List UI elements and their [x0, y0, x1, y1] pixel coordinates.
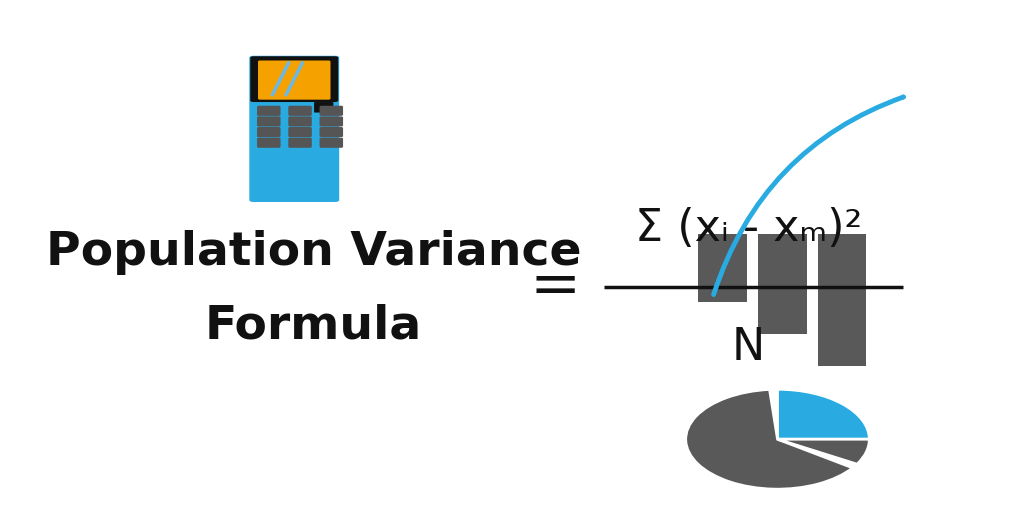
Text: Formula: Formula: [205, 304, 422, 349]
FancyBboxPatch shape: [289, 127, 312, 137]
Wedge shape: [686, 389, 853, 489]
FancyBboxPatch shape: [249, 56, 339, 202]
FancyBboxPatch shape: [289, 138, 312, 148]
Text: N: N: [732, 326, 765, 369]
FancyArrowPatch shape: [714, 97, 903, 295]
Bar: [758, 234, 807, 334]
FancyBboxPatch shape: [319, 106, 343, 116]
FancyBboxPatch shape: [257, 106, 281, 116]
FancyBboxPatch shape: [258, 60, 331, 100]
Wedge shape: [777, 389, 869, 439]
Text: Σ (xᵢ - xₘ)²: Σ (xᵢ - xₘ)²: [635, 207, 862, 250]
FancyBboxPatch shape: [289, 116, 312, 126]
FancyBboxPatch shape: [319, 116, 343, 126]
Wedge shape: [777, 439, 869, 464]
FancyBboxPatch shape: [314, 102, 334, 113]
FancyBboxPatch shape: [319, 127, 343, 137]
FancyBboxPatch shape: [289, 106, 312, 116]
FancyBboxPatch shape: [319, 138, 343, 148]
Text: =: =: [529, 257, 581, 316]
Text: Population Variance: Population Variance: [46, 230, 582, 275]
FancyBboxPatch shape: [250, 56, 338, 102]
FancyBboxPatch shape: [257, 138, 281, 148]
Bar: [698, 234, 746, 302]
FancyBboxPatch shape: [257, 127, 281, 137]
Bar: [818, 234, 866, 366]
FancyBboxPatch shape: [257, 116, 281, 126]
